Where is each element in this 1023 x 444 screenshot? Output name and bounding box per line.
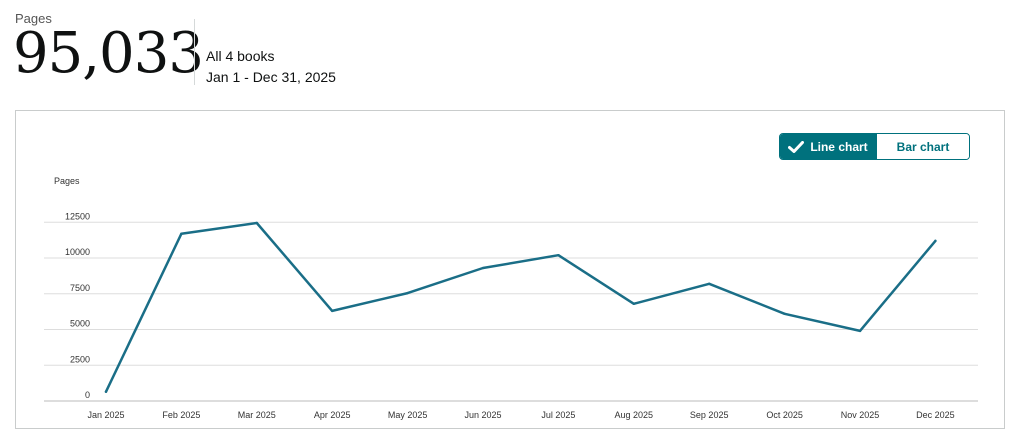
- data-point: [708, 282, 711, 285]
- x-tick-label: Jan 2025: [87, 410, 124, 420]
- x-tick-label: Apr 2025: [314, 410, 351, 420]
- x-tick-label: Dec 2025: [916, 410, 955, 420]
- data-point: [255, 221, 258, 225]
- line-chart: Pages 0 2500 5000 7500 10000 12500 Jan 2025 Feb …: [44, 176, 978, 420]
- summary-label: Pages: [15, 11, 52, 26]
- x-tick-label: Feb 2025: [162, 410, 200, 420]
- check-icon: [788, 140, 805, 153]
- data-point: [783, 312, 786, 315]
- y-axis-label: Pages: [54, 176, 80, 186]
- data-point: [934, 239, 937, 243]
- data-point: [180, 232, 183, 235]
- chart-card: Pages 0 2500 5000 7500 10000 12500 Jan 2025 Feb …: [15, 110, 1005, 429]
- summary-value: 95,033: [13, 21, 204, 86]
- x-tick-label: Oct 2025: [766, 410, 803, 420]
- data-point: [632, 302, 635, 305]
- y-tick-label: 5000: [70, 319, 90, 329]
- summary-scope: All 4 books: [206, 48, 275, 64]
- chart-type-toggle: Line chart Bar chart: [779, 133, 970, 160]
- summary-divider: [194, 19, 195, 85]
- x-tick-label: May 2025: [388, 410, 428, 420]
- x-tick-label: Mar 2025: [238, 410, 276, 420]
- x-tick-label: Nov 2025: [841, 410, 880, 420]
- bar-chart-button[interactable]: Bar chart: [876, 134, 969, 159]
- y-tick-label: 12500: [65, 211, 90, 221]
- bar-chart-label: Bar chart: [896, 139, 950, 154]
- data-point: [557, 253, 560, 257]
- data-point: [481, 266, 485, 270]
- line-chart-label: Line chart: [810, 139, 868, 154]
- x-tick-label: Jul 2025: [541, 410, 575, 420]
- line-chart-button[interactable]: Line chart: [780, 134, 876, 159]
- data-point: [858, 329, 862, 333]
- x-tick-label: Jun 2025: [464, 410, 501, 420]
- data-point: [104, 390, 108, 393]
- y-tick-label: 2500: [70, 354, 90, 364]
- summary-date-range: Jan 1 - Dec 31, 2025: [206, 69, 336, 85]
- data-point: [331, 309, 334, 313]
- data-point: [406, 291, 409, 295]
- x-tick-label: Aug 2025: [615, 410, 654, 420]
- y-tick-label: 7500: [70, 283, 90, 293]
- y-tick-label: 0: [85, 390, 90, 400]
- x-tick-label: Sep 2025: [690, 410, 729, 420]
- y-tick-label: 10000: [65, 247, 90, 257]
- series-line: [104, 221, 937, 393]
